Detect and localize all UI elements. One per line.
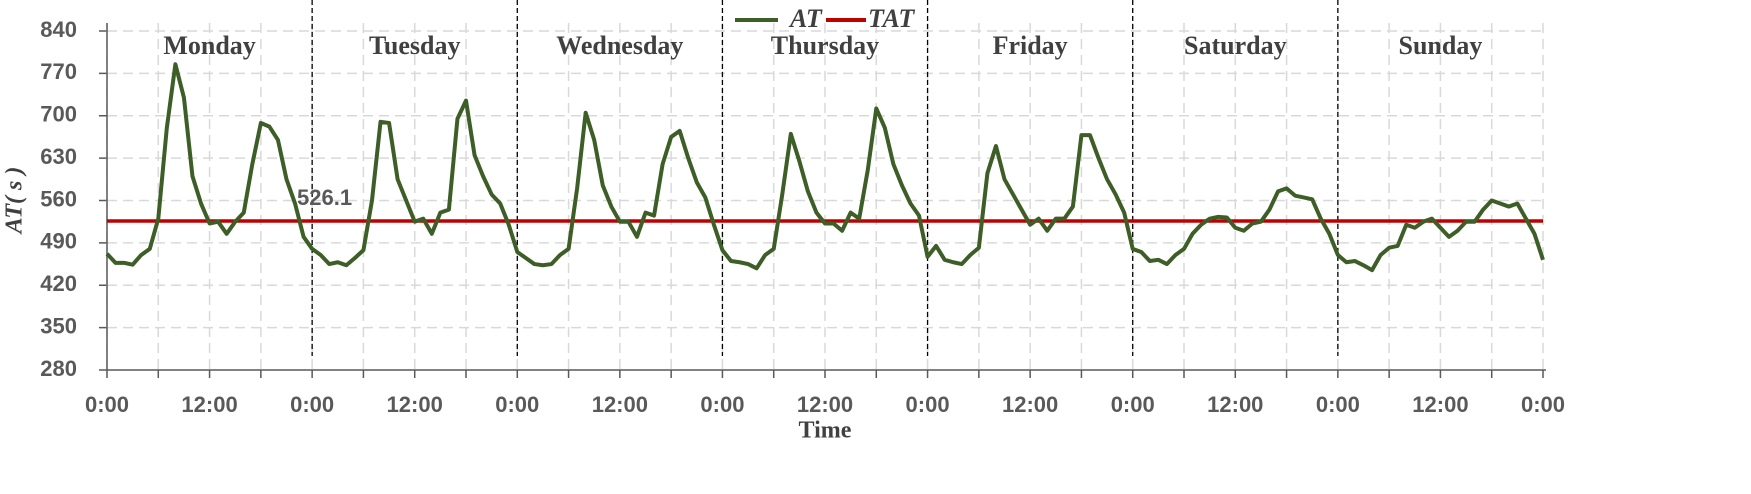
- x-tick-label: 12:00: [1412, 392, 1468, 417]
- y-tick-label: 490: [40, 229, 77, 254]
- x-tick-label: 0:00: [1521, 392, 1565, 417]
- day-label: Thursday: [771, 31, 879, 60]
- x-tick-label: 12:00: [797, 392, 853, 417]
- x-tick-label: 0:00: [495, 392, 539, 417]
- data-line: [105, 62, 1545, 273]
- day-label: Tuesday: [369, 31, 461, 60]
- x-tick-label: 0:00: [1316, 392, 1360, 417]
- day-label: Sunday: [1399, 31, 1483, 60]
- y-axis-label: AT( s ): [2, 167, 28, 236]
- x-tick-label: 12:00: [387, 392, 443, 417]
- x-tick-label: 0:00: [85, 392, 129, 417]
- y-tick-label: 770: [40, 59, 77, 84]
- legend-label: AT: [788, 4, 823, 33]
- y-tick-label: 420: [40, 271, 77, 296]
- x-tick-label: 12:00: [1002, 392, 1058, 417]
- x-tick-label: 0:00: [700, 392, 744, 417]
- x-tick-label: 0:00: [906, 392, 950, 417]
- y-tick-label: 560: [40, 186, 77, 211]
- reference-label: 526.1: [297, 185, 352, 210]
- day-label: Saturday: [1184, 31, 1287, 60]
- y-tick-label: 840: [40, 17, 77, 42]
- y-tick-label: 350: [40, 313, 77, 338]
- day-label: Wednesday: [556, 31, 683, 60]
- day-label: Friday: [993, 31, 1068, 60]
- day-label: Monday: [163, 31, 255, 60]
- y-tick-label: 280: [40, 356, 77, 381]
- x-tick-label: 12:00: [592, 392, 648, 417]
- x-tick-label: 0:00: [1111, 392, 1155, 417]
- x-tick-label: 0:00: [290, 392, 334, 417]
- y-tick-label: 700: [40, 102, 77, 127]
- x-axis-label: Time: [799, 418, 852, 444]
- x-tick-label: 12:00: [1207, 392, 1263, 417]
- legend-label: TAT: [868, 4, 915, 33]
- y-tick-label: 630: [40, 144, 77, 169]
- x-tick-label: 12:00: [181, 392, 237, 417]
